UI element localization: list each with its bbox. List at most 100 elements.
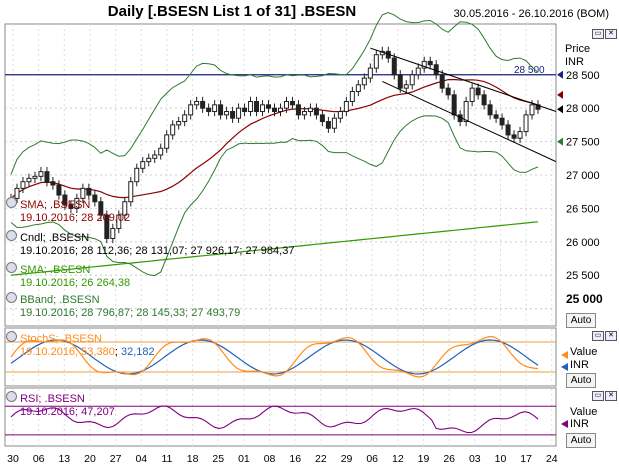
- x-tick-label: 06: [33, 453, 45, 465]
- candle-body: [116, 214, 122, 229]
- stoch-values: 19.10.2016; 53,380; 32,182: [20, 346, 155, 358]
- candle-body: [409, 74, 415, 86]
- trendline-lower: [382, 81, 557, 163]
- stoch-name: StochS; .BSESN: [20, 333, 102, 345]
- candle-body: [26, 177, 32, 183]
- bband-lower-line: [10, 115, 539, 277]
- candle-body: [391, 57, 397, 76]
- x-tick-label: 17: [520, 453, 532, 465]
- candle-body: [319, 114, 325, 123]
- candle-body: [367, 67, 373, 79]
- candle-body: [230, 111, 236, 119]
- candle-body: [188, 104, 194, 116]
- price-axis-marker-icon: [557, 105, 563, 114]
- candle-body: [325, 121, 331, 129]
- price-hline-label: 28 500: [514, 65, 545, 76]
- rsi-auto-button[interactable]: Auto: [566, 433, 596, 448]
- candle-body: [505, 124, 511, 136]
- candle-body: [277, 107, 283, 113]
- candle-body: [14, 187, 20, 199]
- x-tick-label: 29: [341, 453, 353, 465]
- candle-body: [349, 90, 355, 102]
- candle-body: [373, 54, 379, 69]
- candle-body: [266, 104, 272, 109]
- price-tick-label: 25 500: [566, 270, 600, 282]
- price-panel-restore-button[interactable]: ▭: [592, 29, 604, 39]
- legend-bband-icon: BBand; .BSESN: [6, 292, 100, 306]
- price-last-tick: 25 000: [566, 292, 603, 306]
- rsi-panel-close-button[interactable]: ✕: [605, 391, 617, 401]
- candle-body: [20, 181, 26, 189]
- x-tick-label: 18: [187, 453, 199, 465]
- legend-sma1-name: SMA; .BSESN: [20, 199, 91, 211]
- price-tick-label: 28 500: [566, 70, 600, 82]
- stoch-d-line: [10, 339, 539, 375]
- stoch-panel-close-button[interactable]: ✕: [605, 331, 617, 341]
- candle-body: [493, 114, 499, 119]
- x-tick-label: 10: [495, 453, 507, 465]
- candle-body: [529, 104, 535, 116]
- candle-body: [248, 101, 254, 113]
- candle-body: [242, 107, 248, 113]
- stoch-value-prefix: 19.10.2016;: [20, 346, 82, 358]
- sma-long-line: [10, 221, 539, 276]
- candle-body: [170, 124, 176, 136]
- price-axis-marker-icon: [557, 137, 563, 146]
- legend-sma2-icon: SMA; .BSESN: [6, 262, 90, 276]
- rsi-currency: INR: [570, 418, 589, 430]
- price-tick-label: 28 000: [566, 103, 600, 115]
- price-panel-close-button[interactable]: ✕: [605, 29, 617, 39]
- candle-body: [397, 74, 403, 89]
- candle-body: [517, 131, 523, 139]
- legend-candle-name: Cndl; .BSESN: [20, 232, 90, 244]
- rsi-line: [10, 405, 539, 434]
- rsi-axis-label: Value: [570, 406, 598, 418]
- legend-bband-value: 19.10.2016; 28 796,87; 28 145,33; 27 493…: [20, 307, 241, 319]
- x-tick-label: 04: [135, 453, 147, 465]
- price-currency: INR: [565, 56, 584, 68]
- rsi-name: RSI; .BSESN: [20, 393, 85, 405]
- candle-body: [475, 87, 481, 96]
- candle-body: [134, 167, 140, 183]
- x-tick-label: 08: [264, 453, 276, 465]
- stoch-k-line: [10, 335, 539, 378]
- candle-body: [337, 111, 343, 119]
- legend-candle-value: 19.10.2016; 28 112,36; 28 131,07; 27 926…: [20, 245, 295, 257]
- candle-body: [236, 107, 242, 119]
- stoch-auto-button[interactable]: Auto: [566, 373, 596, 388]
- candle-body: [463, 101, 469, 123]
- x-tick-label: 06: [366, 453, 378, 465]
- candle-body: [272, 107, 277, 113]
- x-tick-label: 13: [58, 453, 70, 465]
- candle-body: [50, 181, 56, 186]
- candle-body: [104, 214, 110, 239]
- x-tick-label: 12: [392, 453, 404, 465]
- candle-body: [421, 60, 427, 69]
- date-range: 30.05.2016 - 26.10.2016 (BOM): [453, 8, 609, 20]
- legend-sma2-name: SMA; .BSESN: [20, 264, 91, 276]
- price-tick-label: 26 000: [566, 237, 600, 249]
- rsi-panel-restore-button[interactable]: ▭: [592, 391, 604, 401]
- candle-body: [164, 134, 170, 149]
- price-tick-label: 26 500: [566, 203, 600, 215]
- stoch-panel-restore-button[interactable]: ▭: [592, 331, 604, 341]
- rsi-marker-icon: [561, 420, 568, 428]
- candle-body: [200, 101, 206, 109]
- candle-body: [331, 117, 337, 129]
- x-tick-label: 19: [418, 453, 430, 465]
- stoch-k-value: 53,380: [81, 346, 115, 358]
- candle-body: [307, 107, 313, 113]
- candle-body: [487, 104, 493, 116]
- candle-body: [289, 101, 295, 106]
- candle-body: [427, 60, 433, 66]
- x-tick-label: 27: [110, 453, 122, 465]
- stoch-axis-label: Value: [570, 346, 598, 358]
- candle-body: [361, 77, 367, 86]
- x-tick-label: 11: [161, 453, 172, 465]
- stoch-legend: StochS; .BSESN: [6, 331, 102, 345]
- price-auto-button[interactable]: Auto: [566, 313, 596, 328]
- rsi-panel-frame: [4, 387, 557, 447]
- candle-body: [98, 201, 104, 216]
- candle-body: [92, 194, 98, 203]
